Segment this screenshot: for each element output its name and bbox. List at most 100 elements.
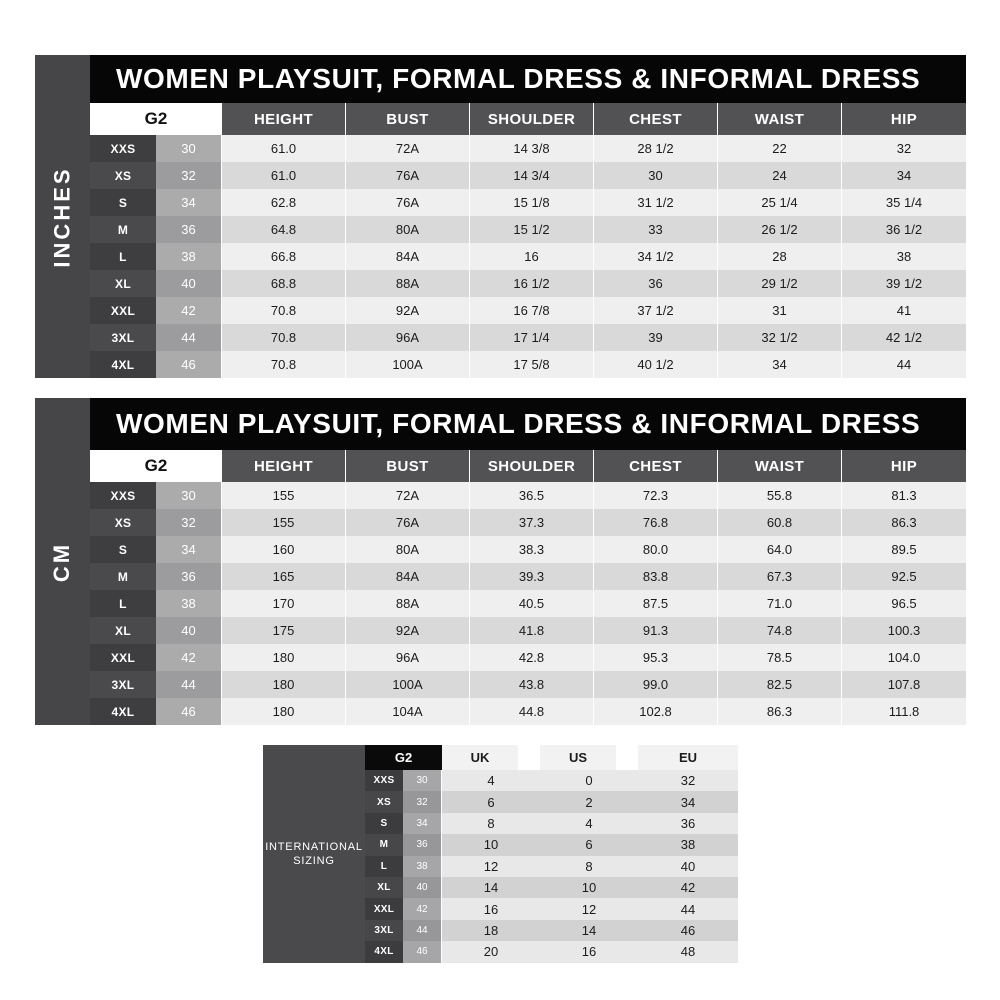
size-label-cell: S	[90, 189, 156, 216]
column-header-shoulder: SHOULDER	[470, 450, 594, 482]
bust-value-cell: 80A	[346, 536, 470, 563]
bust-value-cell: 84A	[346, 243, 470, 270]
chest-value-cell: 34 1/2	[594, 243, 718, 270]
bust-value-cell: 88A	[346, 590, 470, 617]
shoulder-value-cell: 43.8	[470, 671, 594, 698]
size-label-cell: XXL	[90, 297, 156, 324]
size-label-cell: XS	[90, 162, 156, 189]
us-value-cell: 14	[540, 919, 638, 942]
height-value-cell: 66.8	[222, 243, 346, 270]
size-label-cell: XS	[90, 509, 156, 536]
us-value-cell: 0	[540, 770, 638, 792]
waist-value-cell: 22	[718, 135, 842, 162]
table-row: XS 32 155 76A 37.3 76.8 60.8 86.3	[90, 509, 966, 536]
table-row: M 36 165 84A 39.3 83.8 67.3 92.5	[90, 563, 966, 590]
waist-value-cell: 64.0	[718, 536, 842, 563]
waist-value-cell: 25 1/4	[718, 189, 842, 216]
size-number-cell: 30	[156, 482, 222, 509]
height-value-cell: 62.8	[222, 189, 346, 216]
chest-value-cell: 40 1/2	[594, 351, 718, 378]
table-row: L 38 170 88A 40.5 87.5 71.0 96.5	[90, 590, 966, 617]
cm-table-body: XXS 30 155 72A 36.5 72.3 55.8 81.3 XS 32…	[90, 482, 966, 725]
hip-value-cell: 44	[842, 351, 966, 378]
shoulder-value-cell: 44.8	[470, 698, 594, 725]
uk-value-cell: 20	[442, 941, 540, 963]
table-row: XXS 30 61.0 72A 14 3/8 28 1/2 22 32	[90, 135, 966, 162]
hip-value-cell: 41	[842, 297, 966, 324]
height-value-cell: 170	[222, 590, 346, 617]
size-label-cell: 4XL	[365, 941, 403, 963]
table-row: 3XL 44 18 14 46	[365, 919, 738, 942]
size-number-cell: 40	[156, 270, 222, 297]
hip-value-cell: 36 1/2	[842, 216, 966, 243]
chest-value-cell: 28 1/2	[594, 135, 718, 162]
bust-value-cell: 76A	[346, 509, 470, 536]
chest-value-cell: 80.0	[594, 536, 718, 563]
shoulder-value-cell: 38.3	[470, 536, 594, 563]
table-row: M 36 64.8 80A 15 1/2 33 26 1/2 36 1/2	[90, 216, 966, 243]
size-number-cell: 34	[156, 189, 222, 216]
table-row: XL 40 68.8 88A 16 1/2 36 29 1/2 39 1/2	[90, 270, 966, 297]
size-label-cell: M	[90, 563, 156, 590]
bust-value-cell: 84A	[346, 563, 470, 590]
size-number-cell: 32	[156, 162, 222, 189]
shoulder-value-cell: 16 1/2	[470, 270, 594, 297]
table-row: XXL 42 16 12 44	[365, 898, 738, 920]
chest-value-cell: 39	[594, 324, 718, 351]
chest-value-cell: 95.3	[594, 644, 718, 671]
hip-value-cell: 32	[842, 135, 966, 162]
cm-header-row: G2 HEIGHT BUST SHOULDER CHEST WAIST HIP	[90, 450, 966, 482]
g2-header-cell: G2	[90, 450, 222, 482]
international-sizing-table: INTERNATIONAL SIZING G2 UK US EU XXS 30 …	[263, 745, 738, 963]
hip-value-cell: 42 1/2	[842, 324, 966, 351]
shoulder-value-cell: 39.3	[470, 563, 594, 590]
shoulder-value-cell: 14 3/4	[470, 162, 594, 189]
us-value-cell: 10	[540, 876, 638, 899]
chest-value-cell: 30	[594, 162, 718, 189]
international-label-line1: INTERNATIONAL	[265, 840, 363, 853]
table-row: M 36 10 6 38	[365, 834, 738, 856]
height-value-cell: 64.8	[222, 216, 346, 243]
bust-value-cell: 76A	[346, 162, 470, 189]
shoulder-value-cell: 42.8	[470, 644, 594, 671]
cm-table-main: WOMEN PLAYSUIT, FORMAL DRESS & INFORMAL …	[90, 398, 966, 725]
us-value-cell: 8	[540, 855, 638, 877]
chest-value-cell: 31 1/2	[594, 189, 718, 216]
uk-value-cell: 14	[442, 876, 540, 899]
bust-value-cell: 80A	[346, 216, 470, 243]
shoulder-value-cell: 16 7/8	[470, 297, 594, 324]
us-value-cell: 16	[540, 941, 638, 963]
table-row: 4XL 46 70.8 100A 17 5/8 40 1/2 34 44	[90, 351, 966, 378]
waist-value-cell: 71.0	[718, 590, 842, 617]
inches-table-body: XXS 30 61.0 72A 14 3/8 28 1/2 22 32 XS 3…	[90, 135, 966, 378]
column-header-hip: HIP	[842, 450, 966, 482]
hip-value-cell: 96.5	[842, 590, 966, 617]
hip-value-cell: 89.5	[842, 536, 966, 563]
chest-value-cell: 36	[594, 270, 718, 297]
size-number-cell: 34	[403, 812, 442, 835]
size-number-cell: 36	[403, 834, 442, 856]
column-header-waist: WAIST	[718, 450, 842, 482]
table-row: XL 40 175 92A 41.8 91.3 74.8 100.3	[90, 617, 966, 644]
height-value-cell: 61.0	[222, 135, 346, 162]
column-header-bust: BUST	[346, 103, 470, 135]
height-value-cell: 70.8	[222, 297, 346, 324]
size-number-cell: 32	[403, 791, 442, 813]
waist-value-cell: 26 1/2	[718, 216, 842, 243]
hip-value-cell: 107.8	[842, 671, 966, 698]
height-value-cell: 175	[222, 617, 346, 644]
inches-table-title: WOMEN PLAYSUIT, FORMAL DRESS & INFORMAL …	[90, 55, 966, 103]
eu-value-cell: 36	[638, 812, 738, 835]
table-row: S 34 160 80A 38.3 80.0 64.0 89.5	[90, 536, 966, 563]
size-label-cell: XXS	[90, 135, 156, 162]
size-number-cell: 30	[403, 770, 442, 792]
size-number-cell: 42	[156, 644, 222, 671]
size-label-cell: M	[90, 216, 156, 243]
size-label-cell: 3XL	[365, 919, 403, 942]
eu-value-cell: 48	[638, 941, 738, 963]
chest-value-cell: 72.3	[594, 482, 718, 509]
hip-value-cell: 39 1/2	[842, 270, 966, 297]
height-value-cell: 70.8	[222, 324, 346, 351]
size-label-cell: 4XL	[90, 698, 156, 725]
uk-value-cell: 6	[442, 791, 540, 813]
